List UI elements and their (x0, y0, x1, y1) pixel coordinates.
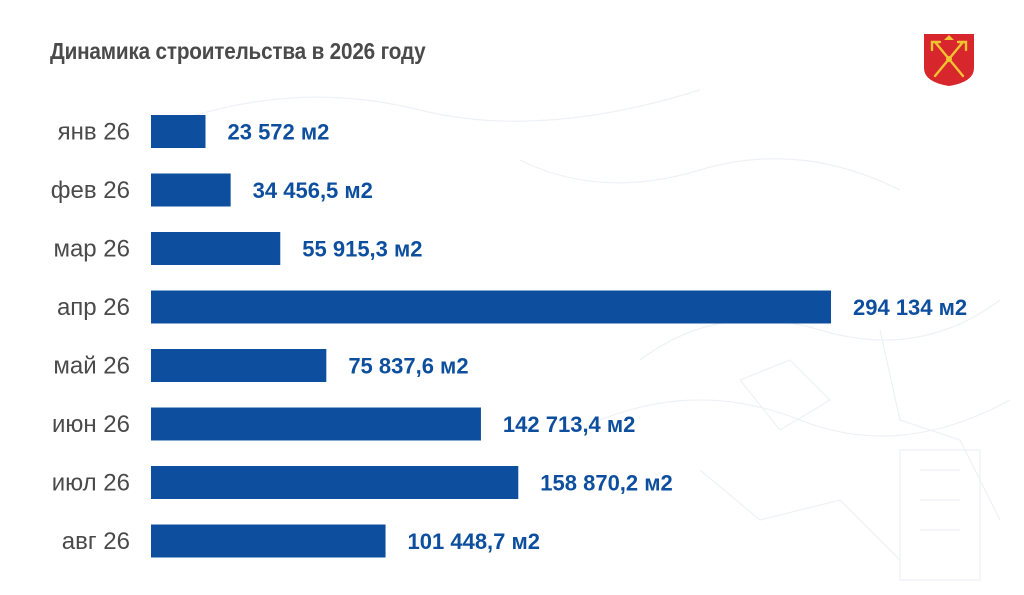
bar (151, 466, 519, 499)
bar (151, 173, 231, 207)
category-label: авг 26 (62, 528, 130, 555)
category-label: май 26 (53, 353, 130, 380)
category-label: мар 26 (53, 236, 130, 263)
category-label: июл 26 (52, 470, 130, 497)
bar (151, 232, 281, 265)
value-label: 34 456,5 м2 (253, 178, 373, 203)
bar (151, 524, 386, 558)
value-label: 158 870,2 м2 (540, 471, 673, 496)
value-label: 75 837,6 м2 (348, 354, 468, 379)
bar (151, 407, 481, 441)
chart-title: Динамика строительства в 2026 году (50, 38, 426, 64)
value-label: 294 134 м2 (853, 295, 967, 320)
category-label: июн 26 (52, 411, 130, 438)
value-label: 142 713,4 м2 (503, 412, 636, 437)
category-label: янв 26 (58, 119, 130, 146)
value-label: 23 572 м2 (227, 120, 329, 145)
bar (151, 349, 327, 382)
category-label: апр 26 (57, 294, 130, 321)
bar (151, 290, 831, 324)
value-label: 55 915,3 м2 (302, 237, 422, 262)
category-label: фев 26 (51, 177, 130, 204)
city-coat-of-arms-icon (924, 34, 974, 86)
value-label: 101 448,7 м2 (408, 529, 541, 554)
bar (151, 115, 206, 148)
